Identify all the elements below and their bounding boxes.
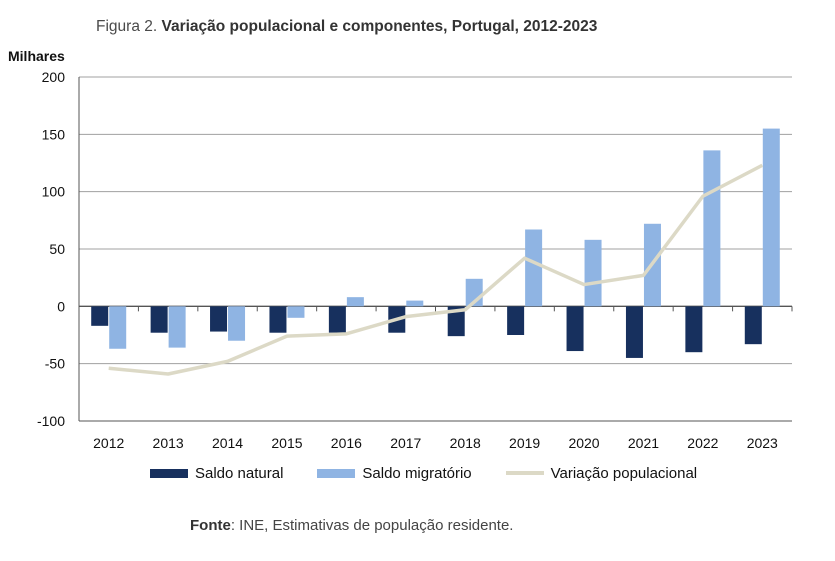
x-tick-label: 2018 xyxy=(450,435,481,451)
legend-item-saldo-natural: Saldo natural xyxy=(150,465,283,482)
x-tick-label: 2014 xyxy=(212,435,243,451)
x-tick-labels: 2012 2013 2014 2015 2016 2017 2018 2019 2020 2021… xyxy=(93,435,778,451)
y-tick-label: 100 xyxy=(42,184,66,200)
x-tick-label: 2021 xyxy=(628,435,659,451)
bar-saldo-natural xyxy=(91,306,109,326)
bar-saldo-natural xyxy=(150,306,168,333)
bar-saldo-migratorio xyxy=(584,239,602,307)
bar-saldo-natural xyxy=(447,306,465,337)
source-text: : INE, Estimativas de população resident… xyxy=(230,517,514,534)
legend-label-variacao-populacional: Variação populacional xyxy=(550,464,698,482)
bar-saldo-migratorio xyxy=(703,150,721,307)
x-tick-label: 2022 xyxy=(687,435,718,451)
legend: Saldo natural Saldo migratório Variação … xyxy=(150,462,731,484)
bar-saldo-natural xyxy=(625,306,643,358)
bar-saldo-natural xyxy=(744,306,762,345)
bar-saldo-migratorio xyxy=(346,297,364,307)
source-note: Fonte: INE, Estimativas de população res… xyxy=(190,517,513,534)
x-tick-label: 2016 xyxy=(331,435,362,451)
x-tick-label: 2023 xyxy=(747,435,778,451)
line-variacao-populacional xyxy=(108,163,764,376)
x-tick-label: 2012 xyxy=(93,435,124,451)
x-tick-label: 2019 xyxy=(509,435,540,451)
y-axis-label: Milhares xyxy=(8,48,65,64)
legend-swatch-saldo-migratorio xyxy=(317,468,356,478)
population-line xyxy=(108,163,764,376)
legend-label-saldo-migratorio: Saldo migratório xyxy=(362,464,472,482)
y-tick-label: 200 xyxy=(42,69,66,85)
bar-saldo-natural xyxy=(210,306,228,332)
legend-item-saldo-migratorio: Saldo migratório xyxy=(317,464,472,482)
title-text: Variação populacional e componentes, Por… xyxy=(161,18,598,35)
x-tick-label: 2013 xyxy=(153,435,184,451)
bar-saldo-natural xyxy=(507,306,525,335)
y-tick-labels: -100 -50 0 50 100 150 200 xyxy=(37,69,65,429)
bar-saldo-migratorio xyxy=(228,306,246,341)
bar-saldo-migratorio xyxy=(762,128,780,307)
bar-saldo-migratorio xyxy=(109,306,127,349)
gridlines xyxy=(78,76,793,422)
y-tick-label: 50 xyxy=(49,241,65,257)
legend-item-variacao-populacional: Variação populacional xyxy=(505,464,698,482)
bar-saldo-natural xyxy=(566,306,584,352)
x-tick-label: 2015 xyxy=(271,435,302,451)
y-tick-label: -100 xyxy=(37,413,65,429)
legend-label-saldo-natural: Saldo natural xyxy=(195,464,284,482)
bar-saldo-natural xyxy=(269,306,287,333)
bar-saldo-migratorio xyxy=(168,306,186,348)
bars xyxy=(91,128,780,358)
bar-saldo-natural xyxy=(328,306,346,333)
source-lead: Fonte xyxy=(190,517,231,534)
bar-saldo-migratorio xyxy=(287,306,305,318)
legend-swatch-saldo-natural xyxy=(150,468,188,478)
figure-number: Figura 2. xyxy=(96,18,158,35)
chart-title: Figura 2. Variação populacional e compon… xyxy=(96,18,597,36)
legend-swatch-variacao-populacional xyxy=(505,471,544,475)
y-tick-label: 150 xyxy=(42,126,66,142)
bar-saldo-natural xyxy=(685,306,703,353)
y-tick-label: 0 xyxy=(57,298,65,314)
bar-saldo-migratorio xyxy=(406,300,424,307)
bar-saldo-migratorio xyxy=(525,229,543,307)
y-tick-label: -50 xyxy=(45,356,65,372)
x-tick-label: 2020 xyxy=(568,435,599,451)
x-tick-label: 2017 xyxy=(390,435,421,451)
